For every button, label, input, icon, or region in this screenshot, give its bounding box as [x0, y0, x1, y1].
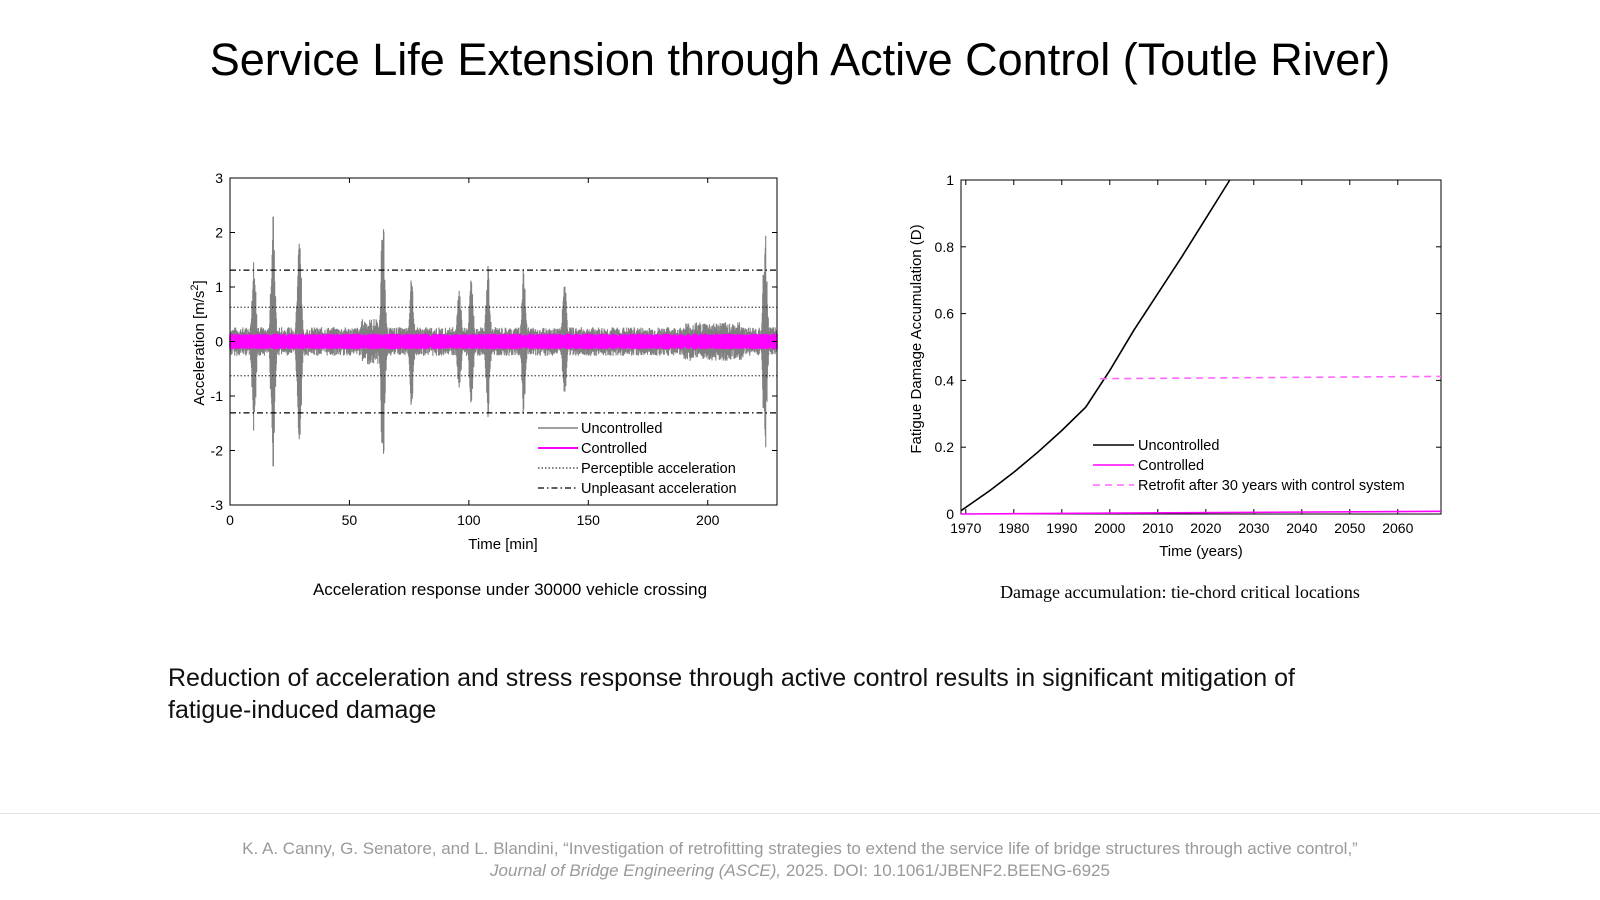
- x-axis-label: Time [min]: [468, 536, 537, 553]
- citation: K. A. Canny, G. Senatore, and L. Blandin…: [0, 838, 1600, 882]
- legend-label-perceptible: Perceptible acceleration: [581, 461, 736, 477]
- legend-label-uncontrolled: Uncontrolled: [1138, 438, 1219, 454]
- y-tick-label: -1: [211, 388, 224, 404]
- x-tick-label: 0: [226, 512, 234, 528]
- y-tick-label: 1: [215, 279, 223, 295]
- y-tick-label: 0.6: [935, 306, 955, 322]
- y-tick-label: 0.8: [935, 239, 955, 255]
- legend: Uncontrolled Controlled Retrofit after 3…: [1093, 438, 1405, 494]
- x-tick-label: 2060: [1382, 520, 1413, 536]
- legend-box: [535, 415, 745, 499]
- x-tick-label: 100: [457, 512, 481, 528]
- citation-authors-title: K. A. Canny, G. Senatore, and L. Blandin…: [242, 839, 1358, 858]
- controlled-series: [229, 333, 778, 350]
- retrofit-damage-line: [1100, 375, 1442, 380]
- x-tick-label: 150: [577, 512, 601, 528]
- citation-journal: Journal of Bridge Engineering (ASCE),: [490, 861, 782, 880]
- x-tick-label: 1980: [998, 520, 1029, 536]
- y-tick-label: 0.4: [935, 372, 955, 388]
- y-tick-label: 0: [215, 334, 223, 350]
- legend-label-controlled: Controlled: [1138, 458, 1204, 474]
- y-tick-label: 2: [215, 225, 223, 241]
- slide-title: Service Life Extension through Active Co…: [209, 34, 1391, 85]
- y-axis-label: Fatigue Damage Accumulation (D): [908, 224, 925, 453]
- plot-frame: [960, 179, 1442, 515]
- damage-chart: 1970 1980 1990 2000 2010 2020 2030 2040 2050 2060…: [908, 172, 1442, 560]
- x-tick-label: 50: [342, 512, 358, 528]
- y-tick-label: 0: [946, 506, 954, 522]
- legend-label-controlled: Controlled: [581, 441, 647, 457]
- y-tick-label: -2: [211, 443, 224, 459]
- y-tick-label: 3: [215, 170, 223, 186]
- citation-year-doi: 2025. DOI: 10.1061/JBENF2.BEENG-6925: [781, 861, 1110, 880]
- legend-label-retrofit: Retrofit after 30 years with control sys…: [1138, 478, 1405, 494]
- citation-source: Journal of Bridge Engineering (ASCE), 20…: [0, 860, 1600, 882]
- x-tick-label: 2030: [1238, 520, 1269, 536]
- acceleration-chart: 0 50 100 150 200 -3 -2 -1 0 1 2 3 Time [min] Accele…: [189, 170, 778, 553]
- x-axis-label: Time (years): [1159, 543, 1243, 560]
- x-tick-label: 2050: [1334, 520, 1365, 536]
- y-tick-label: 0.2: [935, 439, 955, 455]
- acceleration-chart-caption: Acceleration response under 30000 vehicl…: [312, 580, 708, 599]
- x-tick-label: 2040: [1286, 520, 1317, 536]
- y-axis-label: Acceleration [m/s2]: [189, 280, 208, 405]
- legend: Uncontrolled Controlled Perceptible acce…: [535, 415, 745, 499]
- controlled-damage-line: [960, 510, 1442, 515]
- x-tick-label: 1970: [950, 520, 981, 536]
- x-tick-label: 2000: [1094, 520, 1125, 536]
- uncontrolled-damage-line: [960, 179, 1231, 512]
- x-tick-label: 2010: [1142, 520, 1173, 536]
- y-tick-label: -3: [211, 497, 224, 513]
- legend-label-uncontrolled: Uncontrolled: [581, 421, 662, 437]
- damage-chart-caption: Damage accumulation: tie-chord critical …: [1000, 582, 1360, 602]
- x-tick-label: 200: [696, 512, 720, 528]
- legend-label-unpleasant: Unpleasant acceleration: [581, 481, 737, 497]
- x-tick-label: 1990: [1046, 520, 1077, 536]
- summary-text: Reduction of acceleration and stress res…: [168, 664, 1295, 724]
- x-tick-label: 2020: [1190, 520, 1221, 536]
- footer-divider: [0, 813, 1600, 814]
- y-tick-label: 1: [946, 172, 954, 188]
